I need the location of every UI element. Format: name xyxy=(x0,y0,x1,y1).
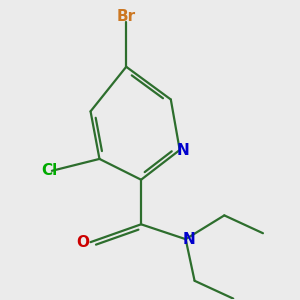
Text: Cl: Cl xyxy=(41,163,57,178)
Text: N: N xyxy=(182,232,195,247)
Text: Br: Br xyxy=(117,9,136,24)
Text: N: N xyxy=(176,142,189,158)
Text: O: O xyxy=(76,235,90,250)
